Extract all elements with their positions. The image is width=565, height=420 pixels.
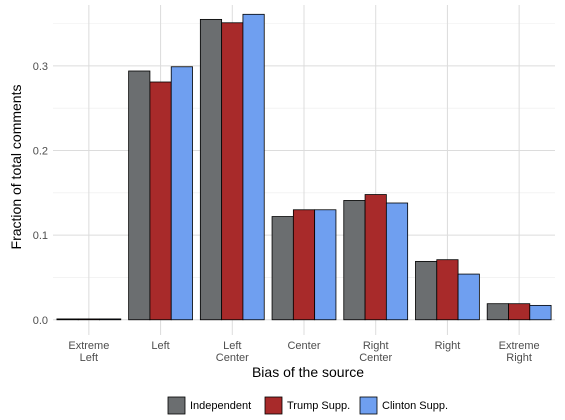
legend-swatch: [264, 396, 283, 415]
legend: Independent Trump Supp. Clinton Supp.: [167, 396, 448, 415]
legend-swatch: [167, 396, 186, 415]
bar-clinton-supp-4: [385, 202, 409, 321]
bar-trump-supp-1: [149, 81, 172, 321]
legend-label: Trump Supp.: [287, 400, 350, 412]
bar-trump-supp-2: [221, 22, 244, 321]
bar-independent-1: [128, 70, 151, 321]
bar-clinton-supp-3: [314, 209, 337, 321]
y-tick-label: 0.1: [33, 230, 48, 242]
bar-trump-supp-0: [77, 318, 100, 321]
y-tick-label: 0.3: [33, 61, 48, 73]
y-tick-label: 0.0: [33, 315, 48, 327]
bar-trump-supp-5: [436, 259, 459, 321]
bar-clinton-supp-2: [242, 13, 265, 321]
bar-independent-3: [271, 216, 294, 321]
bar-independent-2: [199, 18, 223, 321]
y-axis-title: Fraction of total comments: [8, 85, 24, 250]
legend-label: Clinton Supp.: [382, 400, 448, 412]
bar-clinton-supp-5: [457, 273, 480, 321]
y-tick-label: 0.2: [33, 146, 48, 158]
x-tick-label: Extreme Right: [499, 340, 540, 364]
legend-item: Trump Supp.: [264, 396, 350, 415]
legend-item: Clinton Supp.: [359, 396, 448, 415]
bar-independent-4: [343, 200, 366, 321]
y-axis-ticks: 0.0 0.1 0.2 0.3: [33, 61, 48, 327]
bar-clinton-supp-0: [99, 318, 122, 321]
legend-swatch: [359, 396, 378, 415]
x-tick-label: Right: [435, 340, 461, 352]
x-tick-label: Left Center: [216, 340, 249, 364]
bar-independent-0: [56, 318, 79, 321]
x-axis-ticks: Extreme Left Left Left Center Center Right Cent…: [68, 340, 539, 364]
x-axis-title: Bias of the source: [252, 364, 364, 380]
x-tick-label: Left: [151, 340, 169, 352]
bar-clinton-supp-1: [170, 66, 193, 321]
bar-trump-supp-6: [508, 303, 531, 321]
legend-item: Independent: [167, 396, 251, 415]
bar-independent-6: [486, 303, 509, 321]
legend-label: Independent: [190, 400, 251, 412]
x-tick-label: Center: [287, 340, 320, 352]
x-tick-label: Right Center: [359, 340, 392, 364]
bar-clinton-supp-6: [529, 304, 552, 321]
bars: [56, 13, 552, 321]
x-tick-label: Extreme Left: [68, 340, 109, 364]
bar-trump-supp-4: [364, 194, 387, 321]
bar-independent-5: [415, 260, 438, 321]
bar-trump-supp-3: [292, 209, 316, 321]
